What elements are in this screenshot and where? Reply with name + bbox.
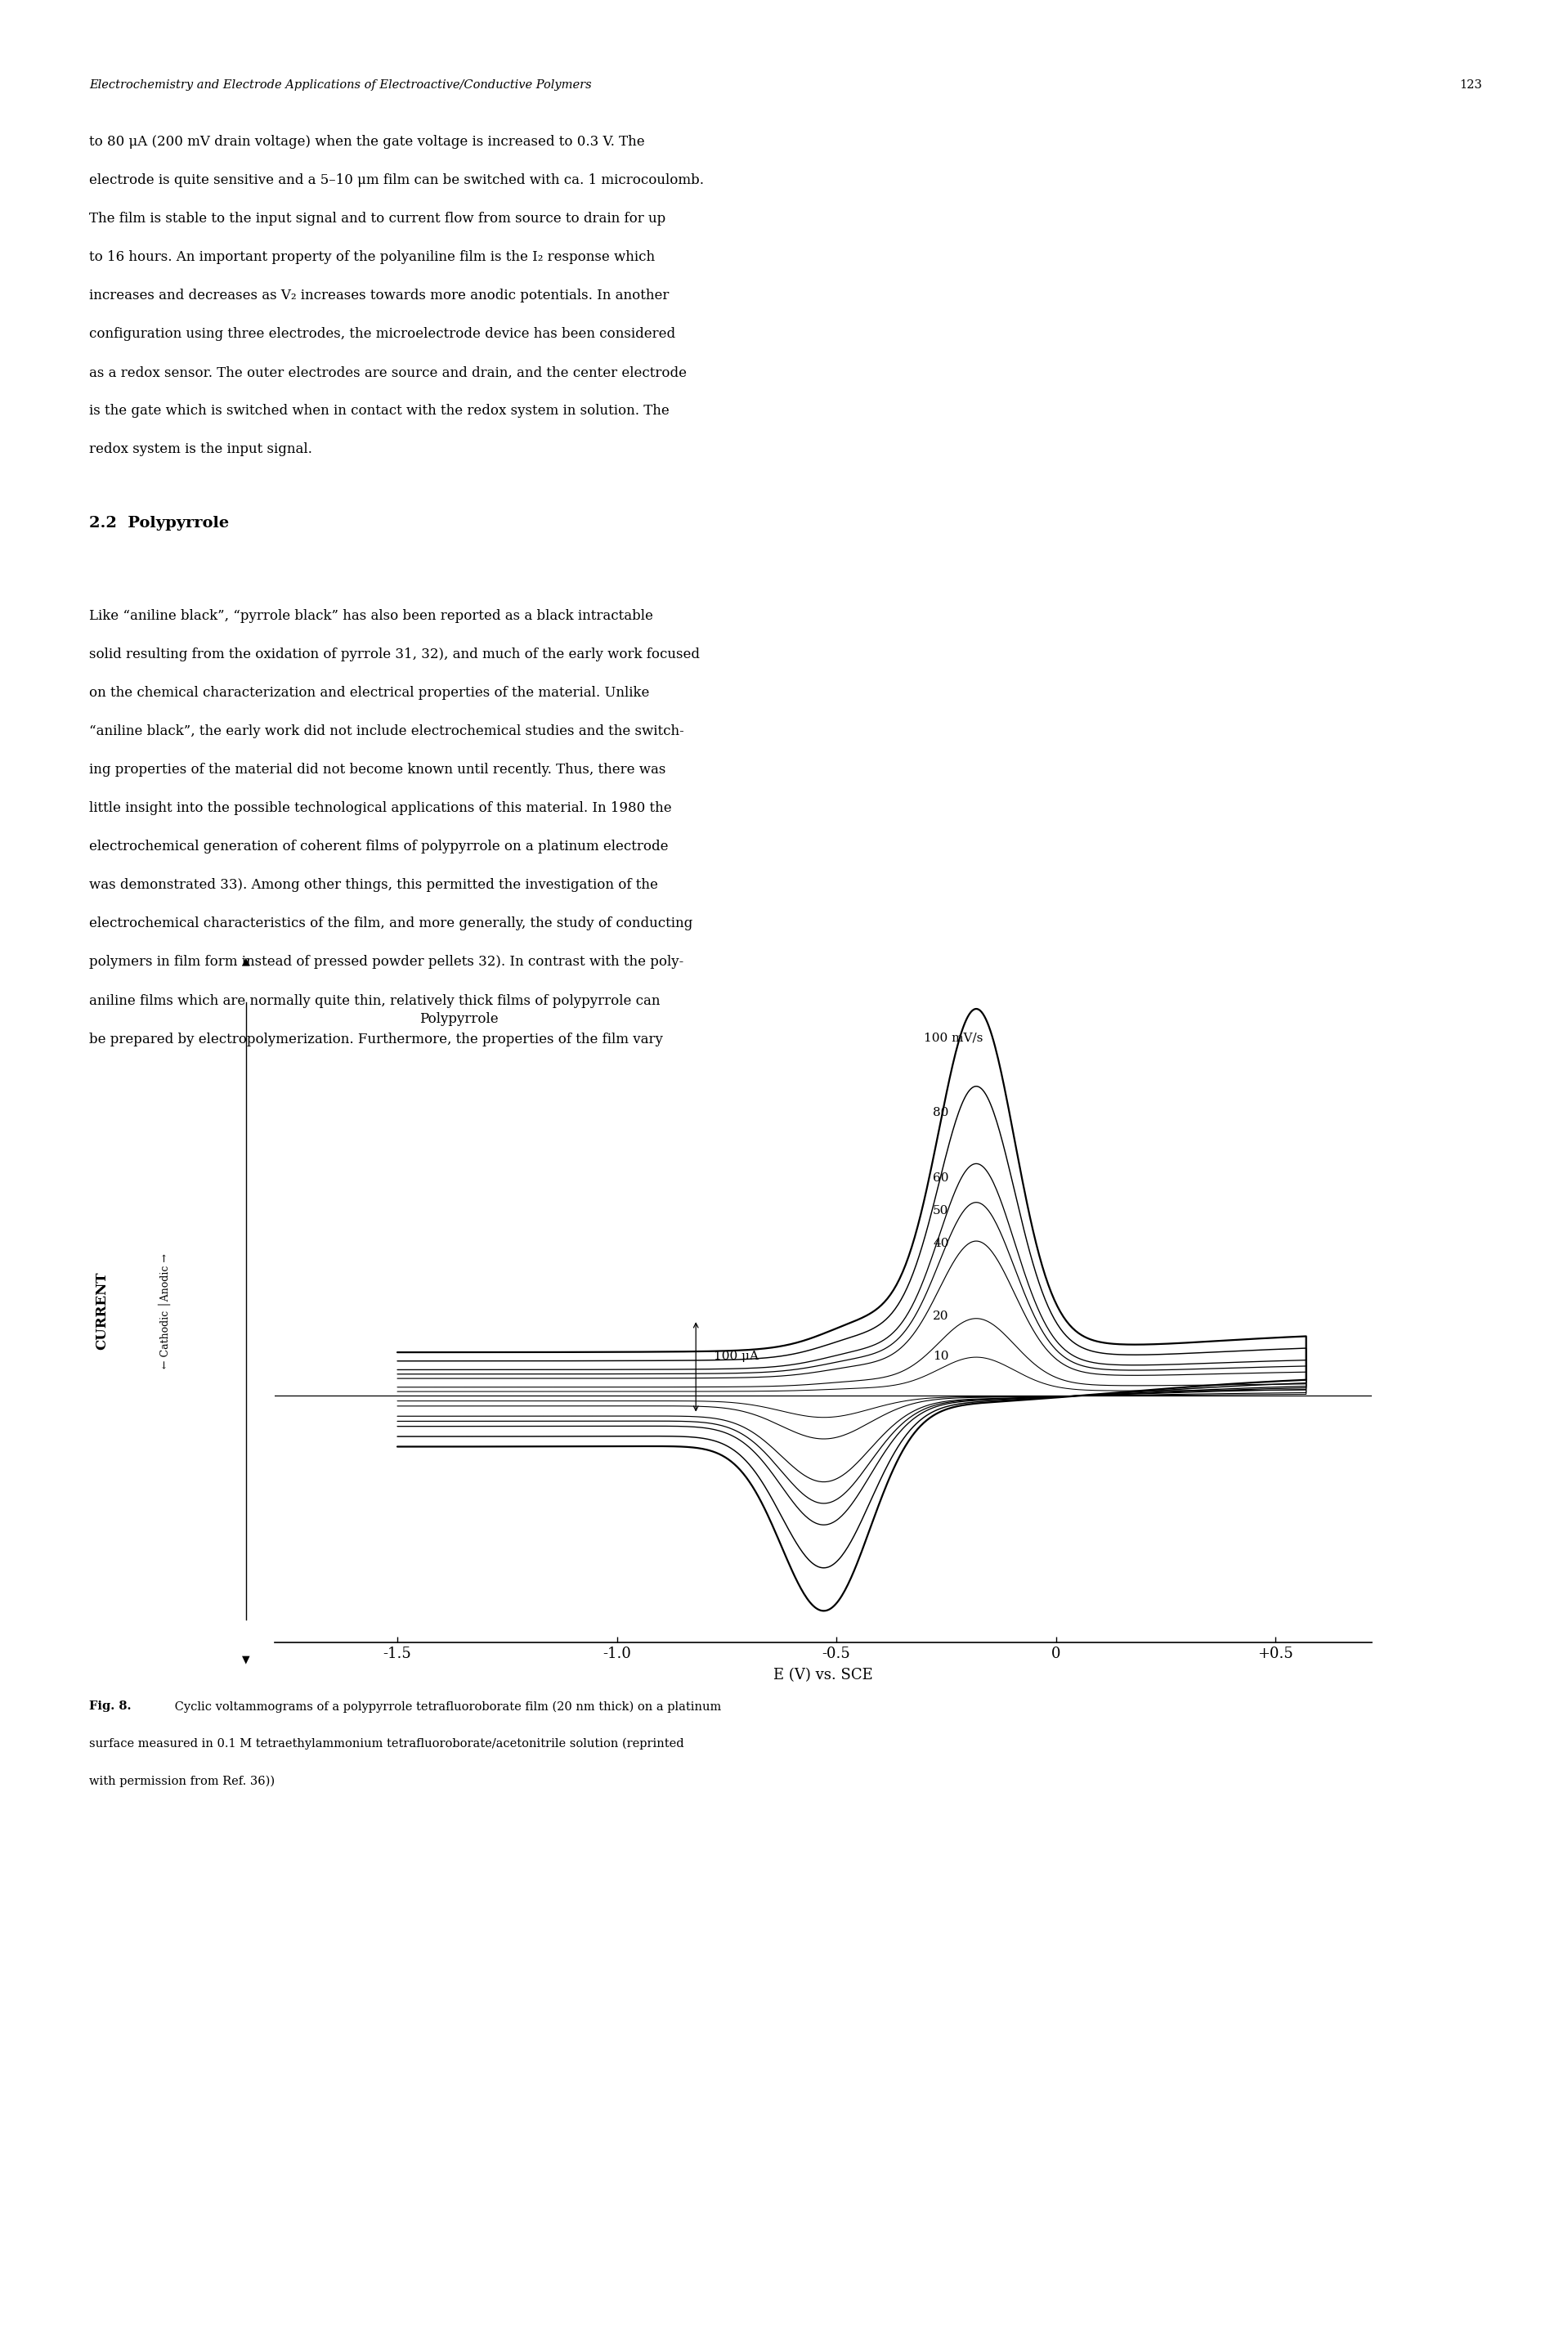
Text: ing properties of the material did not become known until recently. Thus, there : ing properties of the material did not b… bbox=[89, 762, 666, 776]
Text: Fig. 8.: Fig. 8. bbox=[89, 1701, 132, 1713]
Text: solid resulting from the oxidation of pyrrole 31, 32), and much of the early wor: solid resulting from the oxidation of py… bbox=[89, 648, 699, 662]
Text: 50: 50 bbox=[933, 1205, 949, 1216]
Text: “aniline black”, the early work did not include electrochemical studies and the : “aniline black”, the early work did not … bbox=[89, 725, 684, 739]
Text: 123: 123 bbox=[1460, 79, 1482, 91]
Text: electrochemical generation of coherent films of polypyrrole on a platinum electr: electrochemical generation of coherent f… bbox=[89, 839, 668, 853]
Text: 2.2  Polypyrrole: 2.2 Polypyrrole bbox=[89, 515, 229, 531]
Text: ▼: ▼ bbox=[241, 1654, 251, 1666]
Text: CURRENT: CURRENT bbox=[96, 1272, 108, 1349]
Text: on the chemical characterization and electrical properties of the material. Unli: on the chemical characterization and ele… bbox=[89, 685, 649, 699]
Text: redox system is the input signal.: redox system is the input signal. bbox=[89, 443, 312, 457]
Text: surface measured in 0.1 M tetraethylammonium tetrafluoroborate/acetonitrile solu: surface measured in 0.1 M tetraethylammo… bbox=[89, 1738, 684, 1750]
Text: be prepared by electropolymerization. Furthermore, the properties of the film va: be prepared by electropolymerization. Fu… bbox=[89, 1032, 663, 1046]
Text: is the gate which is switched when in contact with the redox system in solution.: is the gate which is switched when in co… bbox=[89, 403, 670, 417]
Text: electrochemical characteristics of the film, and more generally, the study of co: electrochemical characteristics of the f… bbox=[89, 916, 693, 930]
Text: Cyclic voltammograms of a polypyrrole tetrafluoroborate film (20 nm thick) on a : Cyclic voltammograms of a polypyrrole te… bbox=[171, 1701, 721, 1713]
Text: was demonstrated 33). Among other things, this permitted the investigation of th: was demonstrated 33). Among other things… bbox=[89, 878, 659, 892]
Text: ▲: ▲ bbox=[241, 955, 251, 967]
X-axis label: E (V) vs. SCE: E (V) vs. SCE bbox=[773, 1668, 873, 1682]
Text: little insight into the possible technological applications of this material. In: little insight into the possible technol… bbox=[89, 802, 673, 816]
Text: to 16 hours. An important property of the polyaniline film is the I₂ response wh: to 16 hours. An important property of th… bbox=[89, 252, 655, 263]
Text: 80: 80 bbox=[933, 1107, 949, 1118]
Text: Polypyrrole: Polypyrrole bbox=[419, 1011, 499, 1025]
Text: polymers in film form instead of pressed powder pellets 32). In contrast with th: polymers in film form instead of pressed… bbox=[89, 955, 684, 969]
Text: 100 mV/s: 100 mV/s bbox=[924, 1032, 983, 1044]
Text: to 80 μA (200 mV drain voltage) when the gate voltage is increased to 0.3 V. The: to 80 μA (200 mV drain voltage) when the… bbox=[89, 135, 644, 149]
Text: 20: 20 bbox=[933, 1309, 949, 1321]
Text: 40: 40 bbox=[933, 1237, 949, 1249]
Text: ← Cathodic │Anodic →: ← Cathodic │Anodic → bbox=[158, 1254, 171, 1368]
Text: Like “aniline black”, “pyrrole black” has also been reported as a black intracta: Like “aniline black”, “pyrrole black” ha… bbox=[89, 608, 654, 622]
Text: configuration using three electrodes, the microelectrode device has been conside: configuration using three electrodes, th… bbox=[89, 326, 676, 340]
Text: 60: 60 bbox=[933, 1172, 949, 1184]
Text: 100 μA: 100 μA bbox=[713, 1351, 759, 1361]
Text: as a redox sensor. The outer electrodes are source and drain, and the center ele: as a redox sensor. The outer electrodes … bbox=[89, 366, 687, 380]
Text: aniline films which are normally quite thin, relatively thick films of polypyrro: aniline films which are normally quite t… bbox=[89, 993, 660, 1007]
Text: with permission from Ref. 36)): with permission from Ref. 36)) bbox=[89, 1775, 274, 1787]
Text: Electrochemistry and Electrode Applications of Electroactive/Conductive Polymers: Electrochemistry and Electrode Applicati… bbox=[89, 79, 591, 91]
Text: electrode is quite sensitive and a 5–10 μm film can be switched with ca. 1 micro: electrode is quite sensitive and a 5–10 … bbox=[89, 175, 704, 186]
Text: increases and decreases as V₂ increases towards more anodic potentials. In anoth: increases and decreases as V₂ increases … bbox=[89, 289, 670, 303]
Text: The film is stable to the input signal and to current flow from source to drain : The film is stable to the input signal a… bbox=[89, 212, 666, 226]
Text: 10: 10 bbox=[933, 1351, 949, 1361]
